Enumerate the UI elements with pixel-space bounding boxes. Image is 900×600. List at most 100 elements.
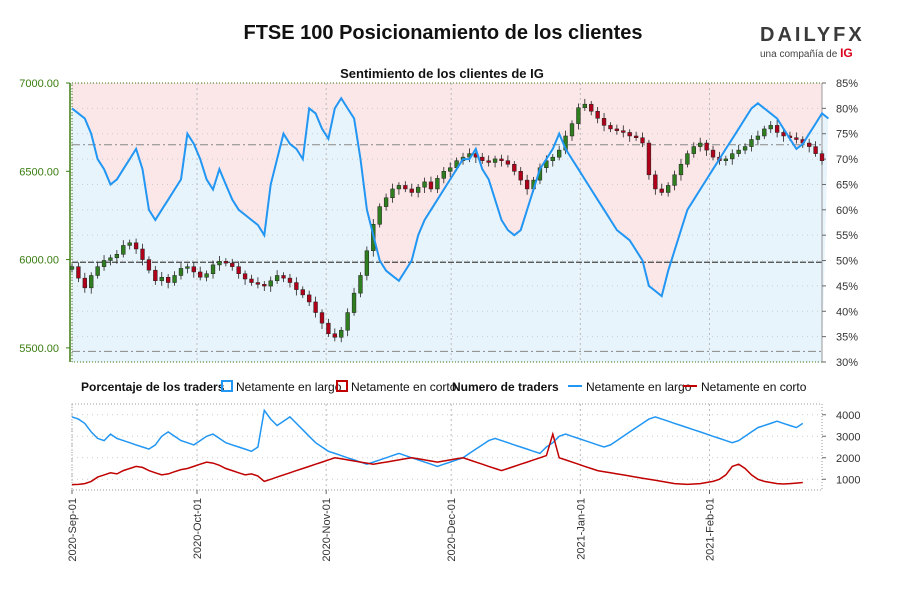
candle-body <box>319 312 325 324</box>
candle-body <box>313 301 318 313</box>
lower-frame <box>71 403 823 491</box>
candle-body <box>415 186 421 193</box>
candle-body <box>153 269 158 282</box>
candle-body <box>762 128 767 137</box>
price-tick-label: 6000.00 <box>19 255 59 267</box>
candle-body <box>230 262 235 267</box>
candle-body <box>492 158 498 163</box>
candle-body <box>627 132 632 137</box>
candle-body <box>390 188 395 199</box>
candle-body <box>172 275 177 283</box>
pct-tick-label: 85% <box>836 78 858 90</box>
date-tick-label: 2020-Sep-01 <box>67 498 79 562</box>
pct-tick-label: 75% <box>836 129 858 141</box>
price-tick-label: 7000.00 <box>19 78 59 90</box>
candle-body <box>146 259 152 271</box>
date-tick-label: 2021-Jan-01 <box>575 498 587 560</box>
candle-body <box>621 130 626 133</box>
date-tick-label: 2020-Oct-01 <box>192 498 204 559</box>
date-tick-label: 2021-Feb-01 <box>705 498 717 561</box>
candle-body <box>249 278 254 283</box>
candle-body <box>140 248 145 260</box>
candle-body <box>723 158 729 161</box>
candle-body <box>813 146 818 154</box>
legend-num-short-label: Netamente en corto <box>701 380 807 394</box>
candle-body <box>742 146 748 151</box>
candle-body <box>614 128 620 131</box>
candle-body <box>518 171 523 181</box>
candle-body <box>82 277 87 289</box>
candle-body <box>339 329 344 338</box>
candle-body <box>665 185 671 193</box>
candle-body <box>646 142 652 176</box>
long-pct-line <box>71 96 830 298</box>
logo-sub: una compañía de IG <box>760 46 870 60</box>
candle-body <box>435 178 440 190</box>
candle-body <box>807 142 812 147</box>
candle-body <box>601 118 607 126</box>
x-axis: 2020-Sep-01 2020-Oct-01 2020-Nov-01 2020-De… <box>67 490 717 562</box>
candle-body <box>685 153 690 165</box>
pct-tick-label: 40% <box>836 306 858 318</box>
long-area <box>72 98 829 362</box>
candle-body <box>448 167 453 172</box>
date-tick-label: 2020-Nov-01 <box>321 498 333 562</box>
candle-body <box>582 103 587 108</box>
long-count-line <box>71 408 804 468</box>
candle-body <box>595 111 600 119</box>
legend-pct-long-swatch <box>221 380 233 392</box>
legend-pct-title: Porcentaje de los traders <box>81 380 225 394</box>
candle-body <box>781 132 786 137</box>
candle-body <box>557 149 562 158</box>
legend-pct-short-label: Netamente en corto <box>351 380 457 394</box>
pct-tick-label: 65% <box>836 179 858 191</box>
short-count-line <box>71 431 803 486</box>
candle-body <box>210 264 216 274</box>
candle-body <box>127 242 132 246</box>
candle-body <box>262 284 267 287</box>
candle-body <box>69 266 75 270</box>
candle-body <box>794 137 799 140</box>
logo-text: DAILYFX <box>760 24 865 46</box>
candle-body <box>307 294 312 303</box>
candle-body <box>223 261 229 264</box>
candle-body <box>89 275 94 289</box>
candle-body <box>242 273 248 280</box>
candle-body <box>76 266 81 279</box>
price-tick-label: 6500.00 <box>19 166 59 178</box>
candle-body <box>185 266 190 269</box>
candle-body <box>524 179 530 190</box>
candle-body <box>698 142 703 147</box>
candle-body <box>819 153 825 161</box>
pct-tick-label: 55% <box>836 230 858 242</box>
candle-body <box>512 163 517 172</box>
pct-tick-label: 50% <box>836 256 858 268</box>
legend-pct-long-label: Netamente en largo <box>236 380 342 394</box>
candle-body <box>774 125 780 133</box>
candle-body <box>274 275 280 282</box>
candle-body <box>640 137 645 144</box>
candle-body <box>178 268 184 276</box>
logo-sub-text: una compañía de <box>760 49 838 60</box>
main-panel: 7000.00 6500.00 6000.00 5500.00 85% 80% 75% 70%… <box>19 78 858 369</box>
candle-body <box>730 153 735 160</box>
candle-body <box>569 123 575 137</box>
ig-logo: IG <box>840 46 853 60</box>
candle-body <box>672 174 677 186</box>
pct-tick-label: 30% <box>836 357 858 369</box>
dailyfx-logo: DAILYFX una compañía de IG <box>760 24 870 60</box>
candle-body <box>736 149 741 154</box>
legend-pct-short-swatch <box>336 380 348 392</box>
legend-num-title: Numero de traders <box>452 380 559 394</box>
candle-body <box>364 250 370 276</box>
candle-body <box>101 260 107 267</box>
candle-body <box>108 257 113 261</box>
candle-body <box>383 197 389 207</box>
candle-body <box>332 333 337 338</box>
candle-body <box>505 160 511 165</box>
candle-body <box>217 261 222 266</box>
candle-body <box>589 103 594 112</box>
pct-tick-label: 45% <box>836 281 858 293</box>
candle-body <box>710 149 716 158</box>
